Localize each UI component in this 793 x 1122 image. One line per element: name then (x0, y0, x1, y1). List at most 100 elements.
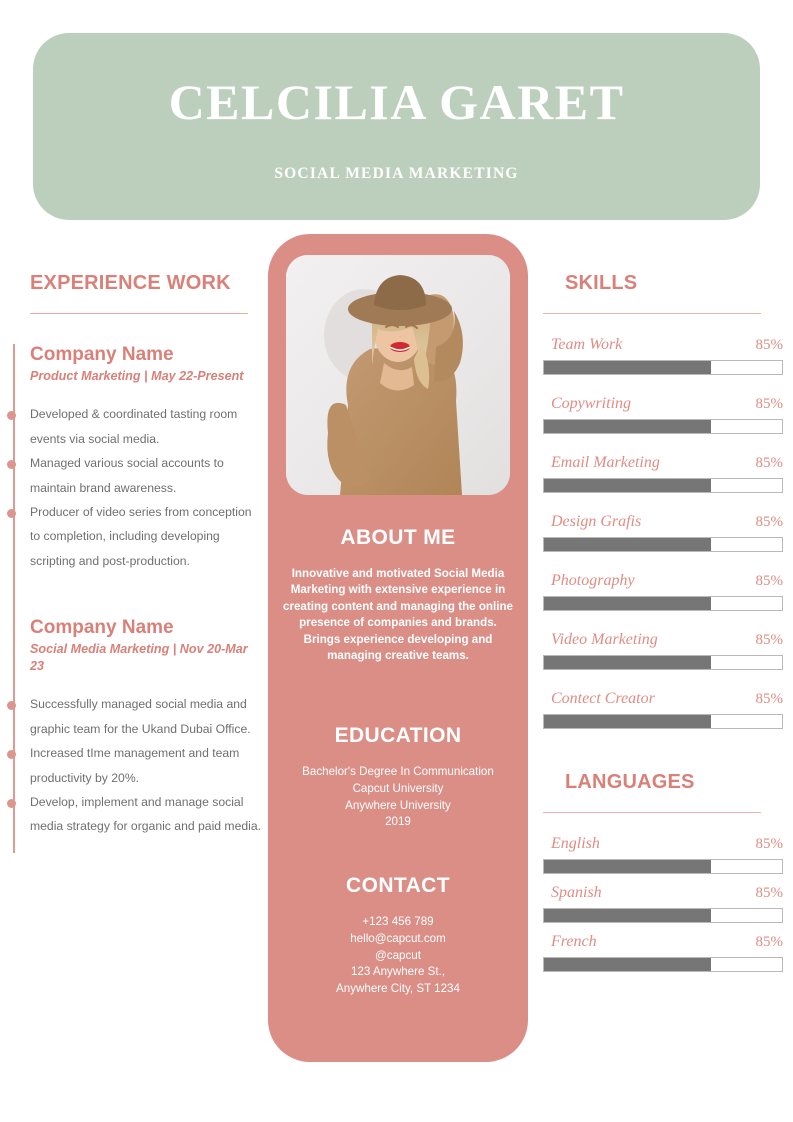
skill-percent: 85% (755, 514, 784, 530)
skill-item: French 85% (543, 933, 783, 972)
education-lines: Bachelor's Degree In Communication Capcut… (268, 764, 528, 831)
list-item-text: Develop, implement and manage social med… (30, 794, 262, 834)
skill-progress-fill (544, 715, 711, 728)
job-meta: Product Marketing | May 22-Present (30, 368, 244, 383)
skill-label: Team Work (551, 336, 623, 353)
skill-label: Contect Creator (551, 690, 655, 707)
skill-label-row: Contect Creator 85% (543, 690, 783, 708)
list-item-text: Developed & coordinated tasting room eve… (30, 407, 238, 446)
bullet-dot-icon (7, 411, 16, 421)
skill-item: Copywriting 85% (543, 395, 783, 434)
skill-percent: 85% (755, 691, 784, 707)
skill-progress-fill (544, 909, 711, 922)
skill-item: Email Marketing 85% (543, 454, 783, 493)
skill-percent: 85% (755, 573, 784, 589)
list-item: Developed & coordinated tasting room eve… (7, 402, 262, 451)
skills-list: Team Work 85% Copywriting 85% Email Marketin… (543, 336, 783, 729)
skill-label-row: Copywriting 85% (543, 395, 783, 413)
text-line: hello@capcut.com (350, 931, 446, 945)
skill-label: Email Marketing (551, 454, 660, 471)
skill-percent: 85% (755, 337, 784, 353)
education-section: EDUCATION Bachelor's Degree In Communica… (268, 724, 528, 831)
timeline-line (13, 344, 15, 853)
text-line: 2019 (385, 815, 411, 829)
skill-label-row: French 85% (543, 933, 783, 951)
contact-heading: CONTACT (346, 874, 450, 897)
about-section: ABOUT ME Innovative and motivated Social… (268, 526, 528, 665)
skill-progress-fill (544, 958, 711, 971)
skill-progress-track (543, 596, 783, 611)
skill-item: Video Marketing 85% (543, 631, 783, 670)
skill-progress-fill (544, 361, 711, 374)
languages-list: English 85% Spanish 85% French 85% (543, 835, 783, 972)
languages-divider (543, 812, 761, 813)
skill-label: Design Grafis (551, 513, 642, 530)
company-name: Company Name (30, 344, 174, 365)
skill-label-row: Spanish 85% (543, 884, 783, 902)
skill-label: Spanish (551, 884, 602, 901)
experience-heading: EXPERIENCE WORK (30, 272, 231, 294)
skill-label: French (551, 933, 597, 950)
list-item: Managed various social accounts to maint… (7, 451, 262, 500)
list-item: Producer of video series from conception… (7, 500, 262, 573)
skill-label-row: Email Marketing 85% (543, 454, 783, 472)
bullet-dot-icon (7, 701, 16, 711)
skill-percent: 85% (755, 396, 784, 412)
list-item: Develop, implement and manage social med… (7, 790, 262, 839)
skill-label-row: Photography 85% (543, 572, 783, 590)
header-subtitle: SOCIAL MEDIA MARKETING (274, 164, 519, 182)
header-band: CELCILIA GARET SOCIAL MEDIA MARKETING (33, 33, 760, 220)
text-line: +123 456 789 (362, 915, 434, 928)
portrait-photo-icon (286, 255, 510, 495)
text-line: Anywhere University (345, 798, 451, 812)
skill-label-row: Video Marketing 85% (543, 631, 783, 649)
text-line: Anywhere City, ST 1234 (336, 982, 460, 996)
skills-heading: SKILLS (565, 272, 638, 294)
experience-item: Company Name Social Media Marketing | Nov… (7, 617, 262, 839)
skill-label: Copywriting (551, 395, 632, 412)
skill-progress-fill (544, 860, 711, 873)
bullet-list: Developed & coordinated tasting room eve… (7, 402, 262, 573)
profile-panel: ABOUT ME Innovative and motivated Social… (268, 234, 528, 1062)
skill-label-row: Team Work 85% (543, 336, 783, 354)
bullet-dot-icon (7, 750, 16, 760)
job-meta: Social Media Marketing | Nov 20-Mar 23 (30, 642, 248, 673)
skill-item: Spanish 85% (543, 884, 783, 923)
skill-percent: 85% (755, 455, 784, 471)
skill-progress-track (543, 908, 783, 923)
skill-progress-fill (544, 597, 711, 610)
text-line: 123 Anywhere St., (350, 965, 446, 979)
about-text: Innovative and motivated Social Media Ma… (283, 567, 513, 663)
bullet-dot-icon (7, 509, 16, 519)
skill-progress-fill (544, 538, 711, 551)
bullet-dot-icon (7, 798, 16, 808)
skill-progress-track (543, 478, 783, 493)
skill-label: Photography (551, 572, 635, 589)
avatar (286, 255, 510, 495)
skill-item: Team Work 85% (543, 336, 783, 375)
experience-column: EXPERIENCE WORK Company Name Product Mark… (0, 272, 262, 853)
list-item: Increased tIme management and team produ… (7, 741, 262, 790)
skill-label-row: English 85% (543, 835, 783, 853)
skill-percent: 85% (755, 632, 784, 648)
text-line: @capcut (375, 948, 421, 962)
skill-item: English 85% (543, 835, 783, 874)
contact-section: CONTACT +123 456 789 hello@capcut.com @cap… (268, 874, 528, 998)
company-name: Company Name (30, 617, 174, 639)
skill-progress-track (543, 360, 783, 375)
skill-progress-track (543, 714, 783, 729)
skill-progress-track (543, 419, 783, 434)
bullet-dot-icon (7, 460, 16, 470)
skill-percent: 85% (755, 885, 784, 901)
skill-progress-track (543, 655, 783, 670)
skill-progress-fill (544, 479, 711, 492)
skill-item: Contect Creator 85% (543, 690, 783, 729)
skill-percent: 85% (755, 836, 784, 852)
skill-item: Design Grafis 85% (543, 513, 783, 552)
about-heading: ABOUT ME (340, 526, 456, 549)
skill-label: Video Marketing (551, 631, 658, 648)
experience-item: Company Name Product Marketing | May 22-P… (7, 344, 262, 573)
skill-progress-fill (544, 420, 711, 433)
skills-column: SKILLS Team Work 85% Copywriting 85% Email M… (543, 272, 783, 982)
education-heading: EDUCATION (334, 724, 462, 747)
